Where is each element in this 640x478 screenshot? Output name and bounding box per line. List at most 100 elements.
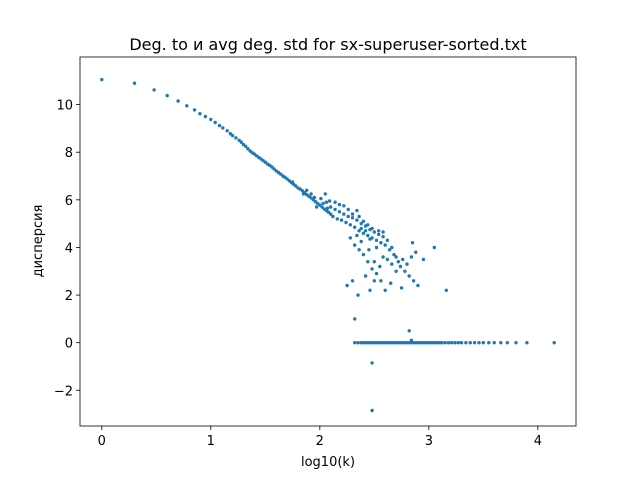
data-point <box>366 233 370 238</box>
data-point <box>407 274 411 278</box>
data-point <box>444 288 448 292</box>
data-point <box>301 192 306 196</box>
y-axis-label: дисперсия <box>31 205 46 278</box>
data-point <box>287 179 291 183</box>
data-point <box>390 245 394 250</box>
data-point <box>416 283 420 288</box>
data-point <box>367 248 371 252</box>
data-point <box>366 260 370 264</box>
data-point <box>409 255 414 259</box>
data-point <box>401 257 405 262</box>
data-point <box>327 199 332 203</box>
y-axis: −2 0 2 4 6 8 10 <box>54 99 80 399</box>
data-point <box>453 341 457 345</box>
data-point <box>300 189 305 193</box>
data-point <box>326 210 331 214</box>
data-point <box>359 239 363 244</box>
data-point <box>203 114 208 119</box>
data-point <box>213 120 217 125</box>
data-point <box>348 223 352 227</box>
data-point <box>321 201 325 206</box>
data-point <box>342 212 346 216</box>
data-point <box>414 250 418 254</box>
data-point <box>379 241 383 245</box>
data-point <box>294 184 298 188</box>
data-point <box>377 229 381 233</box>
data-point <box>355 218 359 222</box>
data-point <box>346 207 350 212</box>
y-tick-label: 4 <box>65 241 73 256</box>
x-tick-label: 0 <box>98 434 106 449</box>
x-tick-label: 3 <box>425 434 433 449</box>
data-point <box>320 205 324 209</box>
data-point <box>361 231 366 235</box>
data-point <box>525 341 529 345</box>
data-point <box>319 196 323 201</box>
data-point <box>368 288 372 292</box>
data-point <box>450 341 454 345</box>
data-point <box>389 281 393 285</box>
data-point <box>305 188 309 192</box>
data-point <box>324 200 329 204</box>
x-axis-label: log10(k) <box>301 455 355 470</box>
data-point <box>132 81 137 85</box>
data-point <box>396 260 400 264</box>
data-point <box>492 341 496 345</box>
data-point <box>405 262 409 266</box>
data-point <box>372 279 376 283</box>
data-point <box>421 257 426 262</box>
data-point <box>468 341 472 345</box>
data-point <box>370 408 374 413</box>
data-point <box>399 286 404 290</box>
data-point <box>176 99 180 103</box>
data-point <box>353 225 357 229</box>
data-point <box>209 117 213 122</box>
data-point <box>100 77 104 82</box>
data-point <box>385 238 390 242</box>
data-point <box>357 248 361 252</box>
data-point <box>357 214 361 219</box>
x-tick-label: 4 <box>534 434 542 449</box>
data-point <box>350 216 355 220</box>
data-point <box>217 123 222 128</box>
data-point <box>359 226 363 231</box>
data-point <box>363 229 368 233</box>
data-point <box>348 236 352 240</box>
data-point <box>514 341 518 345</box>
data-point <box>333 207 337 212</box>
data-point <box>363 274 368 278</box>
data-point <box>366 223 370 227</box>
data-point <box>221 126 225 130</box>
data-point <box>398 264 403 269</box>
data-point <box>290 180 295 184</box>
data-point <box>440 341 444 345</box>
data-point <box>329 205 333 209</box>
data-point <box>323 192 327 196</box>
data-point <box>185 104 189 108</box>
data-point <box>272 167 276 171</box>
data-point <box>370 361 374 365</box>
data-point <box>353 317 357 321</box>
data-point <box>239 140 243 144</box>
data-point <box>359 221 363 226</box>
x-axis: 0 1 2 3 4 <box>98 426 542 449</box>
data-point <box>372 230 376 234</box>
chart-title: Deg. to и avg deg. std for sx-superuser-… <box>129 35 526 54</box>
data-point <box>377 232 381 237</box>
data-point <box>387 248 392 252</box>
data-point <box>487 341 491 345</box>
data-point <box>353 243 357 247</box>
data-point <box>350 279 355 283</box>
data-point <box>378 264 382 269</box>
data-point <box>505 341 509 345</box>
data-point <box>345 283 349 288</box>
data-point <box>342 204 346 208</box>
data-point <box>285 177 289 181</box>
data-point <box>228 132 233 136</box>
data-point <box>374 238 379 242</box>
data-point <box>390 262 394 266</box>
data-point <box>244 144 248 148</box>
data-point <box>372 260 376 264</box>
